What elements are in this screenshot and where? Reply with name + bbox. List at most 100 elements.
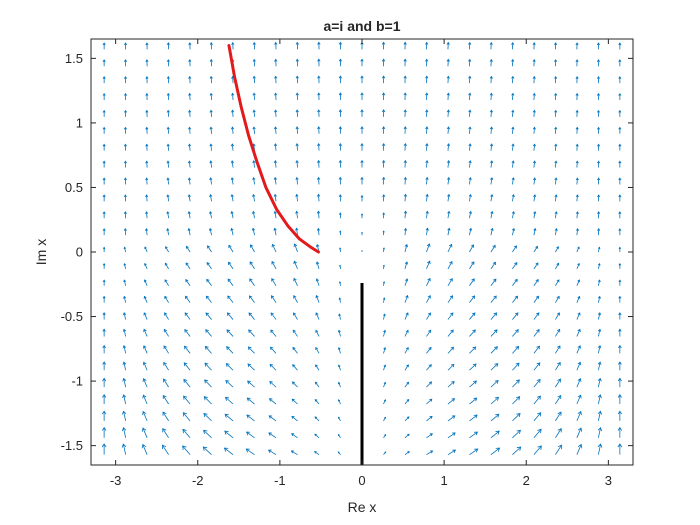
- field-arrow: [512, 345, 520, 354]
- field-arrow: [186, 245, 191, 253]
- field-arrow: [596, 92, 600, 101]
- field-arrow: [533, 345, 540, 354]
- field-arrow: [247, 380, 255, 388]
- field-arrow: [597, 262, 601, 269]
- field-arrow: [295, 58, 299, 67]
- field-arrow: [489, 41, 493, 50]
- x-tick-label: -1: [274, 473, 286, 488]
- field-arrow: [618, 42, 622, 50]
- field-arrow: [383, 313, 386, 320]
- field-arrow: [251, 227, 256, 236]
- field-arrow: [383, 381, 387, 388]
- field-arrow: [102, 361, 107, 371]
- field-arrow: [203, 396, 212, 405]
- field-arrow: [227, 278, 234, 287]
- field-arrow: [360, 109, 364, 117]
- field-arrow: [447, 398, 456, 405]
- field-arrow: [252, 176, 256, 185]
- field-arrow: [511, 210, 515, 219]
- field-arrow: [230, 210, 234, 219]
- field-arrow: [164, 312, 169, 320]
- field-arrow: [404, 399, 410, 405]
- field-arrow: [317, 142, 321, 151]
- field-arrow: [188, 59, 192, 67]
- field-arrow: [576, 279, 581, 286]
- field-arrow: [426, 346, 432, 354]
- field-arrow: [533, 312, 540, 320]
- field-arrow: [554, 126, 558, 134]
- field-arrow: [166, 126, 170, 134]
- field-arrow: [293, 312, 298, 320]
- field-arrow: [597, 211, 601, 219]
- field-arrow: [209, 160, 213, 168]
- field-arrow: [204, 345, 212, 354]
- field-arrow: [447, 432, 456, 439]
- field-arrow: [490, 244, 496, 253]
- field-arrow: [162, 444, 169, 455]
- field-arrow: [617, 377, 622, 388]
- field-arrow: [268, 415, 277, 422]
- field-arrow: [404, 261, 409, 270]
- field-arrow: [426, 450, 434, 456]
- field-arrow: [532, 75, 536, 84]
- field-arrow: [123, 228, 127, 236]
- field-arrow: [230, 126, 235, 134]
- field-arrow: [469, 448, 479, 456]
- field-arrow: [166, 59, 170, 67]
- field-arrow: [489, 92, 493, 101]
- field-arrow: [425, 109, 429, 117]
- field-arrow: [145, 194, 149, 202]
- field-arrow: [360, 92, 364, 100]
- field-arrow: [512, 329, 519, 337]
- field-arrow: [489, 109, 493, 117]
- field-arrow: [468, 143, 472, 151]
- field-arrow: [597, 394, 602, 405]
- field-arrow: [188, 75, 192, 84]
- field-arrow: [555, 246, 559, 253]
- field-arrow: [208, 227, 213, 236]
- field-arrow: [403, 92, 407, 101]
- field-arrow: [404, 451, 410, 455]
- field-arrow: [271, 295, 277, 303]
- field-arrow: [403, 75, 407, 84]
- field-arrow: [166, 227, 170, 236]
- field-arrow: [383, 399, 387, 405]
- field-arrow: [490, 278, 497, 287]
- field-arrow: [102, 312, 106, 320]
- field-arrow: [383, 451, 387, 455]
- field-arrow: [381, 142, 386, 151]
- field-arrow: [575, 194, 579, 202]
- field-arrow: [188, 109, 192, 117]
- field-arrow: [575, 76, 579, 84]
- field-arrow: [469, 278, 475, 287]
- field-arrow: [314, 381, 320, 388]
- field-arrow: [291, 381, 298, 388]
- field-arrow: [618, 92, 622, 100]
- field-arrow: [469, 244, 475, 253]
- field-arrow: [252, 210, 256, 219]
- field-arrow: [102, 211, 106, 219]
- field-arrow: [142, 394, 148, 405]
- field-arrow: [315, 346, 320, 354]
- field-arrow: [145, 59, 149, 67]
- field-arrow: [446, 58, 450, 67]
- field-arrow: [144, 246, 148, 253]
- field-arrow: [512, 429, 521, 439]
- field-arrow: [555, 411, 562, 422]
- field-arrow: [141, 443, 148, 455]
- field-arrow: [339, 230, 342, 236]
- field-arrow: [142, 378, 148, 388]
- field-arrow: [383, 364, 387, 371]
- field-arrow: [468, 193, 472, 202]
- field-arrow: [383, 347, 387, 354]
- field-arrow: [447, 278, 453, 286]
- field-arrow: [597, 194, 601, 202]
- field-arrow: [206, 262, 212, 270]
- field-arrow: [165, 246, 169, 253]
- field-arrow: [163, 378, 169, 388]
- field-arrow: [314, 433, 320, 439]
- field-arrow: [618, 312, 622, 320]
- field-arrow: [575, 126, 579, 134]
- field-arrow: [338, 176, 342, 185]
- field-arrow: [166, 92, 170, 101]
